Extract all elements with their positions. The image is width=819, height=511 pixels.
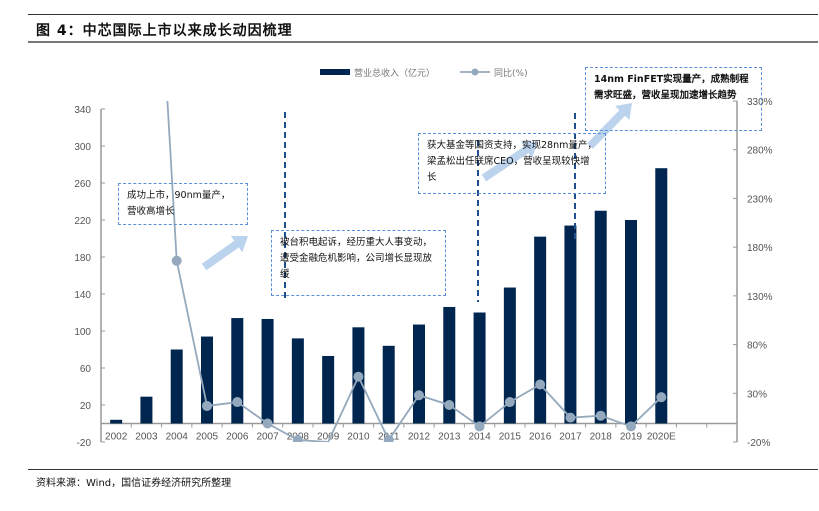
growth-point-2012 [414,390,424,401]
x-tick-label: 2010 [347,432,370,443]
right-tick-label: 280% [747,146,773,157]
bar-2009 [322,355,335,424]
x-tick-label: 2005 [196,432,219,443]
growth-point-2015 [504,397,515,408]
source-note: 资料来源：Wind，国信证券经济研究所整理 [36,478,232,489]
title-rule [28,41,818,43]
left-tick-label: -20 [77,438,92,449]
bar-2003 [140,396,153,424]
x-tick-label: 2014 [468,432,491,443]
bar-2015 [503,287,516,424]
left-tick-label: 220 [74,216,91,227]
x-tick-label: 2009 [317,432,340,443]
bar-2012 [413,324,425,424]
legend-bar-swatch [320,69,350,75]
growth-point-2020E [656,392,667,403]
right-tick-label: -20% [747,438,770,449]
top-rule [28,14,818,15]
x-tick-label: 2003 [135,432,158,443]
growth-point-2014 [474,421,485,432]
growth-point-2006 [232,397,243,408]
x-tick-label: 2004 [166,432,189,443]
legend-line-dot [471,68,479,76]
x-tick-label: 2020E [647,432,676,443]
left-tick-label: 300 [74,142,91,153]
right-tick-label: 30% [747,389,767,400]
left-tick-label: 140 [74,290,91,301]
bar-2006 [231,318,244,424]
annotation-ipo: 成功上市，90nm量产，营收高增长 [118,183,248,225]
x-tick-label: 2012 [408,432,431,443]
footer-rule [28,469,818,470]
right-tick-label: 330% [747,97,773,108]
growth-point-2016 [535,379,546,390]
growth-point-2007 [262,418,273,429]
growth-point-2005 [202,400,212,411]
x-tick-label: 2017 [559,432,582,443]
x-tick-label: 2006 [226,432,249,443]
trend-arrow-icon [587,103,632,149]
annotation-14nm: 14nm FinFET实现量产，成熟制程需求旺盛，营收呈现加速增长趋势 [585,67,762,131]
right-tick-label: 180% [747,243,773,254]
x-tick-label: 2007 [256,432,279,443]
left-tick-label: 340 [74,105,91,116]
legend-growth-label: 同比(%) [494,67,528,79]
growth-point-2019 [626,421,636,432]
right-tick-label: 80% [747,341,767,352]
right-tick-label: 130% [747,292,773,303]
x-tick-label: 2015 [499,432,522,443]
growth-point-2011 [383,435,394,442]
bar-2016 [534,236,547,424]
growth-line [166,101,662,442]
left-tick-label: 60 [80,364,92,375]
bar-2011 [382,345,395,424]
growth-point-2008 [292,435,303,442]
trend-arrow-icon [201,235,248,271]
bar-2013 [443,306,456,424]
left-tick-label: 260 [74,179,91,190]
bar-2020E [655,168,668,424]
right-tick-label: 230% [747,194,773,205]
chart: 340 300 260 220 180 140 100 60 20 -20 330% 280% 230%… [74,67,773,449]
trend-arrow-icon [481,141,538,182]
annotation-slowdown: 被台积电起诉，经历重大人事变动，遭受金融危机影响，公司增长显现放缓 [271,230,446,296]
growth-point-2010 [353,371,364,382]
x-tick-label: 2018 [590,432,613,443]
growth-point-2017 [565,412,576,423]
annotation-28nm: 获大基金等国资支持，实现28nm量产，梁孟松出任联席CEO，营收呈现较快增长 [418,133,606,194]
x-tick-label: 2002 [105,432,128,443]
x-tick-label: 2019 [620,432,643,443]
growth-line-group [166,101,667,442]
left-tick-label: 100 [74,327,91,338]
growth-point-2013 [444,399,455,410]
bar-2018 [594,210,607,424]
x-tick-label: 2016 [529,432,552,443]
bar-2007 [261,318,274,424]
bar-2004 [170,349,183,424]
growth-point-2018 [595,410,606,421]
bar-2017 [564,225,577,424]
bar-2005 [201,336,213,424]
x-tick-label: 2013 [438,432,461,443]
bar-2019 [625,220,637,424]
growth-point-2004 [171,255,182,266]
left-tick-label: 180 [74,253,91,264]
bar-2008 [291,338,304,424]
figure-title: 图 4：中芯国际上市以来成长动因梳理 [36,23,293,39]
left-tick-label: 20 [80,401,92,412]
bar-2002 [110,419,123,424]
bar-2014 [473,312,486,424]
legend-revenue-label: 营业总收入（亿元） [354,67,435,79]
